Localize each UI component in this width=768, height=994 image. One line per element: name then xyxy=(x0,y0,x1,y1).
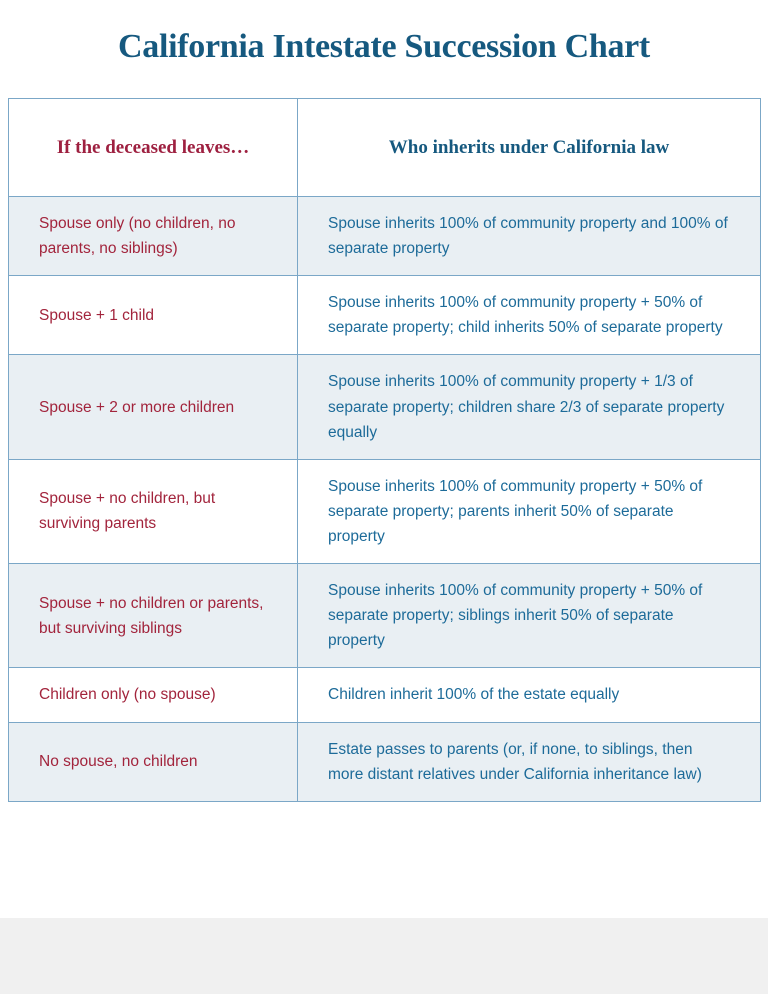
cell-result: Spouse inherits 100% of community proper… xyxy=(297,275,761,356)
cell-condition: Spouse + 2 or more children xyxy=(8,354,298,460)
cell-condition: Spouse + no children, but surviving pare… xyxy=(8,458,298,565)
cell-result: Estate passes to parents (or, if none, t… xyxy=(297,721,761,802)
table-header-row: If the deceased leaves… Who inherits und… xyxy=(8,98,761,197)
table-body: Spouse only (no children, no parents, no… xyxy=(8,195,761,802)
intestate-succession-table: If the deceased leaves… Who inherits und… xyxy=(8,98,761,802)
footer-bar: Gammon &Grange PC xyxy=(0,918,768,994)
table-row: No spouse, no children Estate passes to … xyxy=(8,721,761,802)
cell-condition: Children only (no spouse) xyxy=(8,667,298,723)
table-row: Spouse + no children, but surviving pare… xyxy=(8,458,761,565)
page-title: California Intestate Succession Chart xyxy=(118,28,650,65)
cell-condition: Spouse + 1 child xyxy=(8,275,298,356)
cell-condition: Spouse only (no children, no parents, no… xyxy=(8,195,298,277)
table-row: Spouse + 2 or more children Spouse inher… xyxy=(8,354,761,460)
cell-condition: No spouse, no children xyxy=(8,721,298,802)
cell-condition: Spouse + no children or parents, but sur… xyxy=(8,563,298,669)
column-header-result: Who inherits under California law xyxy=(297,98,761,197)
cell-result: Children inherit 100% of the estate equa… xyxy=(297,667,761,723)
table-row: Spouse + 1 child Spouse inherits 100% of… xyxy=(8,275,761,356)
cell-result: Spouse inherits 100% of community proper… xyxy=(297,563,761,669)
cell-result: Spouse inherits 100% of community proper… xyxy=(297,354,761,460)
table-row: Spouse + no children or parents, but sur… xyxy=(8,563,761,669)
table-row: Children only (no spouse) Children inher… xyxy=(8,667,761,723)
cell-result: Spouse inherits 100% of community proper… xyxy=(297,458,761,565)
cell-result: Spouse inherits 100% of community proper… xyxy=(297,195,761,277)
table-row: Spouse only (no children, no parents, no… xyxy=(8,195,761,277)
column-header-condition: If the deceased leaves… xyxy=(8,98,298,197)
